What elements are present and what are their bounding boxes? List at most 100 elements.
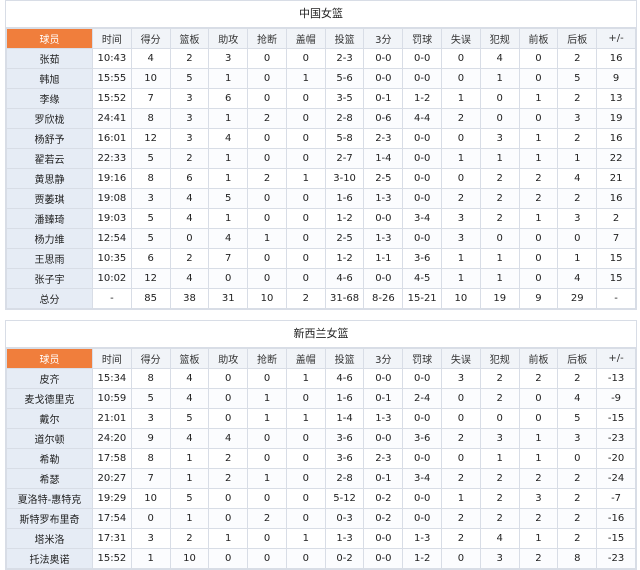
table-body: 皮齐 15:34 8 4 0 0 1 4-6 0-0 0-0 3 2 2 2 -13 麦戈德里克 10:59 5 4… — [6, 368, 636, 569]
stat-cell: 3-4 — [402, 468, 443, 489]
stat-cell: 0-0 — [363, 528, 404, 549]
stat-cell: - — [92, 288, 132, 309]
stat-cell: 2-3 — [363, 448, 404, 469]
player-name-cell: 罗欣栊 — [6, 108, 93, 129]
stat-cell: 4-6 — [324, 268, 365, 289]
stat-cell: 0 — [208, 268, 249, 289]
stat-cell: 6 — [208, 88, 249, 109]
stat-cell: 15 — [596, 248, 636, 269]
stat-cell: 1-2 — [324, 208, 365, 229]
stat-cell: 4 — [557, 268, 598, 289]
stat-cell: 0 — [247, 68, 287, 89]
stat-cell: 9 — [130, 428, 171, 449]
stat-cell: 3 — [169, 88, 210, 109]
stat-cell: 0-0 — [402, 168, 443, 189]
stat-cell: 2-8 — [324, 108, 365, 129]
stat-cell: 0 — [479, 108, 520, 129]
stat-cell: 0 — [518, 108, 559, 129]
table-body: 张茹 10:43 4 2 3 0 0 2-3 0-0 0-0 0 4 0 2 16 韩旭 15:55 10 5 1 0 1… — [6, 48, 636, 309]
stat-cell: 0 — [285, 448, 326, 469]
player-name-cell: 麦戈德里克 — [6, 388, 93, 409]
stat-cell: 3 — [169, 128, 210, 149]
stat-cell: 4 — [208, 228, 249, 249]
stat-cell: 3 — [557, 428, 598, 449]
stat-cell: 2 — [169, 528, 210, 549]
stat-cell: 0 — [479, 228, 520, 249]
stat-cell: 10:35 — [92, 248, 132, 269]
stat-cell: 10 — [130, 488, 171, 509]
stat-cell: 1 — [285, 408, 326, 429]
stat-cell: 3-6 — [324, 428, 365, 449]
stat-cell: 1-3 — [324, 528, 365, 549]
stat-cell: 0 — [285, 548, 326, 569]
stat-cell: 38 — [169, 288, 210, 309]
stat-cell: 3 — [441, 208, 481, 229]
stat-cell: 16 — [596, 188, 636, 209]
stat-cell: 0-0 — [363, 268, 404, 289]
stat-cell: 3 — [169, 108, 210, 129]
stat-cell: 2 — [247, 168, 287, 189]
stat-cell: 1 — [285, 168, 326, 189]
stat-cell: 2 — [557, 488, 598, 509]
stat-cell: 0 — [441, 548, 481, 569]
stat-cell: 2 — [518, 168, 559, 189]
stat-cell: 1 — [518, 428, 559, 449]
player-name-cell: 托法奥诺 — [6, 548, 93, 569]
column-header: 失误 — [441, 28, 481, 49]
stat-cell: 3-5 — [324, 88, 365, 109]
stat-cell: 1 — [208, 148, 249, 169]
stat-cell: 17:54 — [92, 508, 132, 529]
stat-cell: 4 — [169, 188, 210, 209]
stat-cell: 0 — [479, 88, 520, 109]
stat-cell: 0 — [208, 388, 249, 409]
table-row: 麦戈德里克 10:59 5 4 0 1 0 1-6 0-1 2-4 0 2 0 4 -9 — [6, 388, 636, 409]
stat-cell: 4 — [169, 388, 210, 409]
box-score-table: 球员 时间 得分 篮板 助攻 抢断 盖帽 投篮 3分 罚球 失误 犯规 前板 后板 +/- 皮齐 15:34 8… — [6, 348, 636, 569]
stat-cell: 0 — [247, 428, 287, 449]
stat-cell: 15:52 — [92, 88, 132, 109]
stat-cell: 19:03 — [92, 208, 132, 229]
table-row: 张茹 10:43 4 2 3 0 0 2-3 0-0 0-0 0 4 0 2 16 — [6, 48, 636, 69]
stat-cell: 2 — [557, 468, 598, 489]
team-title: 新西兰女篮 — [6, 321, 636, 348]
table-row: 皮齐 15:34 8 4 0 0 1 4-6 0-0 0-0 3 2 2 2 -13 — [6, 368, 636, 389]
stat-cell: 1 — [518, 148, 559, 169]
stat-cell: 20:27 — [92, 468, 132, 489]
stat-cell: 16:01 — [92, 128, 132, 149]
column-header: 前板 — [518, 28, 559, 49]
stat-cell: 22:33 — [92, 148, 132, 169]
stat-cell: 4 — [479, 48, 520, 69]
stat-cell: 85 — [130, 288, 171, 309]
stat-cell: 2 — [479, 508, 520, 529]
stat-cell: 5 — [130, 228, 171, 249]
stat-cell: 1 — [479, 148, 520, 169]
stat-cell: 5 — [169, 68, 210, 89]
stat-cell: 15 — [596, 268, 636, 289]
stat-cell: 0-0 — [402, 68, 443, 89]
stat-cell: 1 — [285, 528, 326, 549]
column-header: 篮板 — [169, 28, 210, 49]
stat-cell: 2 — [285, 288, 326, 309]
column-header: 助攻 — [208, 348, 249, 369]
stat-cell: 1 — [247, 388, 287, 409]
stat-cell: -16 — [596, 508, 636, 529]
header-row: 球员 时间 得分 篮板 助攻 抢断 盖帽 投篮 3分 罚球 失误 犯规 前板 后板 +/- — [6, 348, 636, 369]
stat-cell: 0 — [441, 408, 481, 429]
stat-cell: 0-1 — [363, 468, 404, 489]
stat-cell: 5 — [130, 388, 171, 409]
stat-cell: - — [596, 288, 636, 309]
column-header: 犯规 — [479, 28, 520, 49]
stat-cell: 4 — [130, 48, 171, 69]
table-row: 罗欣栊 24:41 8 3 1 2 0 2-8 0-6 4-4 2 0 0 3 19 — [6, 108, 636, 129]
stat-cell: 13 — [596, 88, 636, 109]
stat-cell: 3-6 — [402, 248, 443, 269]
stat-cell: 0 — [285, 388, 326, 409]
stat-cell: 15:52 — [92, 548, 132, 569]
stat-cell: 1 — [208, 528, 249, 549]
stat-cell: 2-5 — [363, 168, 404, 189]
table-row: 杨舒予 16:01 12 3 4 0 0 5-8 2-3 0-0 0 3 1 2 16 — [6, 128, 636, 149]
stat-cell: 2 — [518, 548, 559, 569]
stat-cell: 1 — [557, 248, 598, 269]
stat-cell: 10:43 — [92, 48, 132, 69]
stat-cell: 2 — [479, 368, 520, 389]
